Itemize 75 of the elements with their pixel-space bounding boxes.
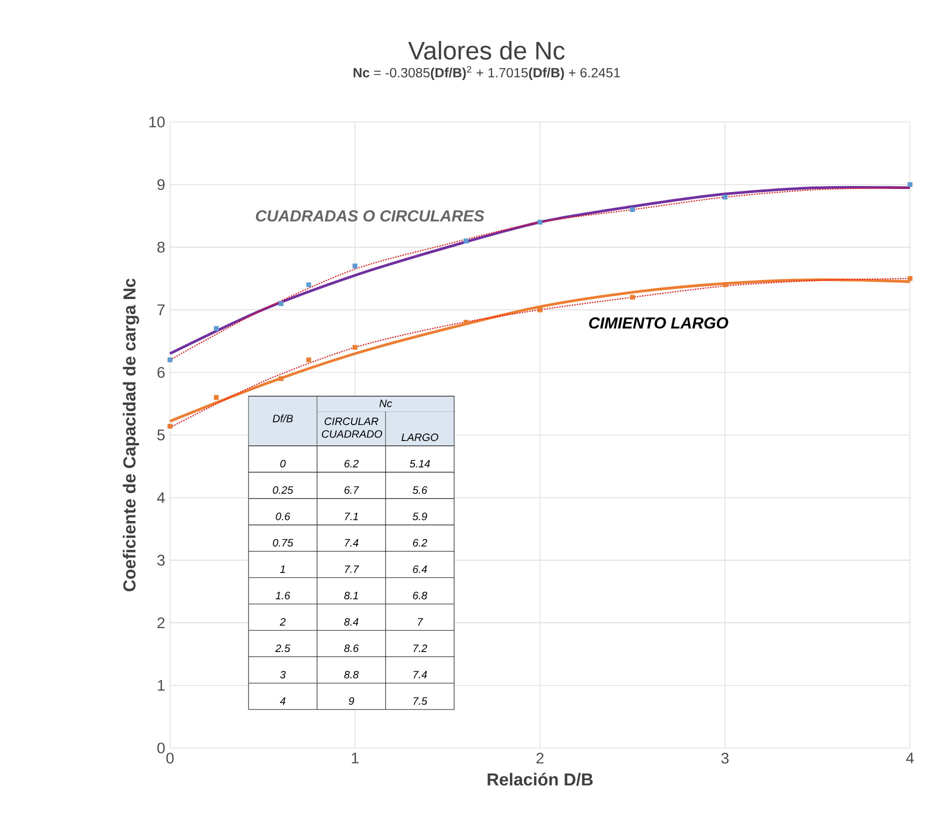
annotation: 0 [280,460,286,468]
annotation: 4 [280,697,286,705]
y-axis-title: Coeficiente de Capacidad de carga Nc [122,278,140,592]
point [464,320,468,325]
annotation: 7 [418,618,424,626]
annotation: 6.8 [413,592,428,600]
y-tick-label: 1 [158,680,165,691]
y-tick-label: 6 [158,366,165,378]
y-tick-label: 8 [157,242,165,253]
point [278,376,284,382]
point [352,264,358,268]
annotation: 1 [280,566,285,573]
annotation: 2.5 [275,644,290,652]
x-axis-title: Relación D/B [488,772,593,786]
annotation: 6.7 [344,486,360,494]
annotation: Df/B [272,414,293,422]
chart-subtitle: Nc = -0.3085(Df/B)$^{2}$ + 1.7015(Df/B) + 6.2451 [354,66,620,80]
y-tick-label: 9 [157,179,165,190]
y-tick-label: 4 [157,492,165,503]
annotation: 3 [280,670,286,678]
y-tick-label: 0 [157,742,165,754]
point [214,326,219,331]
point [306,357,312,362]
annotation: Nc [379,400,392,408]
point [908,182,912,187]
annotation: 7.1 [345,512,358,520]
y-tick-label: 10 [149,116,165,128]
series-label: CIMIENTO LARGO [589,317,728,329]
y-tick-label: 2 [158,617,165,628]
annotation: LARGO [402,434,438,442]
x-tick-label: 0 [166,752,174,764]
x-tick-label: 2 [536,752,544,764]
point [722,194,728,200]
annotation: 8.4 [344,618,358,626]
annotation: CIRCULAR CUADRADO [322,418,382,438]
annotation: 5.14 [410,460,430,468]
annotation: 0.25 [272,486,294,494]
annotation: 5.9 [412,512,428,520]
x-tick-label: 4 [906,752,914,764]
annotation: 6.2 [344,460,359,468]
point [908,276,912,281]
annotation: 7.7 [345,566,360,573]
chart-title: Valores de Nc [408,41,565,60]
point [214,395,219,400]
annotation: 7.4 [345,539,358,546]
point [278,301,284,306]
annotation: 6.2 [413,539,428,547]
point [352,344,358,350]
annotation: 7.5 [414,697,428,705]
point [464,238,468,244]
annotation: 8.8 [344,670,359,678]
annotation: 6.4 [413,565,427,573]
y-tick-label: 5 [157,430,165,440]
x-tick-label: 1 [352,752,359,764]
annotation: 1.6 [276,592,290,600]
point [630,294,635,300]
annotation: 2 [280,618,286,626]
point [722,282,728,288]
annotation: 9 [348,697,354,705]
annotation: 7.4 [414,670,427,678]
annotation: 0.6 [276,512,290,520]
point [538,220,542,225]
point [630,207,635,212]
point [168,424,172,429]
point [538,307,542,312]
annotation: 8.6 [344,644,359,652]
annotation: 7.2 [414,644,428,652]
y-tick-label: 7 [158,304,165,316]
point [168,357,172,362]
series-label: CUADRADAS O CIRCULARES [256,210,484,222]
annotation: 5.6 [412,486,428,494]
annotation: 0.75 [272,539,294,547]
y-tick-label: 3 [157,554,165,566]
annotation: 8.1 [344,592,358,600]
x-tick-label: 3 [721,752,729,764]
